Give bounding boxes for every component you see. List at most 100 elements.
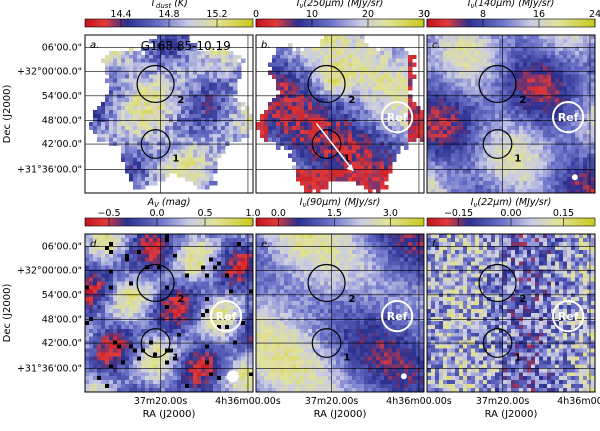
panel-b-cell xyxy=(368,181,373,186)
panel-a-cell xyxy=(157,133,162,139)
panel-b-cell xyxy=(372,82,377,87)
panel-c-cell xyxy=(551,149,556,154)
panel-b-cell xyxy=(376,189,381,194)
panel-c-cell xyxy=(499,98,504,103)
panel-a-cell xyxy=(129,133,134,139)
panel-d-cell xyxy=(113,309,118,314)
panel-c-cell xyxy=(451,189,456,194)
panel-b-cell xyxy=(372,125,377,131)
panel-b-cell xyxy=(416,114,421,119)
panel-c-cell xyxy=(527,161,532,166)
panel-c-cell xyxy=(571,90,576,95)
panel-b-cell xyxy=(376,50,381,56)
panel-b-cell xyxy=(380,102,385,107)
panel-b-cell xyxy=(276,129,281,135)
panel-a-cell xyxy=(193,173,198,178)
panel-b-cell xyxy=(312,46,317,52)
panel-c-cell xyxy=(591,121,596,127)
panel-d-cell xyxy=(241,281,246,286)
panel-c-cell xyxy=(455,70,460,75)
panel-a-cell xyxy=(117,98,122,103)
panel-d-cell xyxy=(165,269,170,274)
panel-a-cell xyxy=(213,74,218,79)
panel-c-cell xyxy=(587,149,592,154)
panel-a-cell xyxy=(205,114,210,119)
panel-b-cell xyxy=(340,169,345,174)
panel-b-cell xyxy=(400,54,405,60)
panel-d-cell xyxy=(133,281,138,286)
panel-a-cell xyxy=(193,86,198,91)
panel-d-cell xyxy=(205,249,210,255)
panel-b-cell xyxy=(352,110,357,115)
panel-c-cell xyxy=(587,129,592,135)
panel-c-cell xyxy=(547,157,552,162)
panel-d-cell xyxy=(209,285,214,290)
panel-c-cell xyxy=(543,86,548,91)
panel-c-cell xyxy=(431,50,436,56)
panel-d-cell xyxy=(233,273,238,278)
panel-b-cell xyxy=(328,98,333,103)
panel-b-cell xyxy=(360,94,365,99)
panel-a-cell xyxy=(117,50,122,56)
panel-c-cell xyxy=(551,66,556,71)
panel-b-cell xyxy=(316,169,321,174)
panel-c-cell xyxy=(447,161,452,166)
panel-b-cell xyxy=(304,94,309,99)
panel-c-cell xyxy=(459,94,464,99)
panel-b-cell xyxy=(332,165,337,170)
panel-d-cell xyxy=(133,261,138,266)
panel-a-cell xyxy=(229,90,234,95)
panel-c-cell xyxy=(491,189,496,194)
panel-c-cell xyxy=(575,46,580,52)
panel-c-cell xyxy=(475,157,480,162)
panel-c-cell xyxy=(507,125,512,131)
panel-b-cell xyxy=(396,149,401,154)
panel-a-cell xyxy=(193,98,198,103)
panel-c-cell xyxy=(451,177,456,182)
panel-c-cell xyxy=(487,54,492,60)
panel-a-cell xyxy=(129,82,134,87)
panel-a-cell xyxy=(209,114,214,119)
panel-c-cell xyxy=(555,94,560,99)
panel-c-cell xyxy=(571,86,576,91)
panel-b-cell xyxy=(332,86,337,91)
panel-b-cell xyxy=(316,161,321,166)
panel-a-cell xyxy=(141,90,146,95)
panel-a-cell xyxy=(141,145,146,150)
panel-d-cell xyxy=(165,273,170,278)
panel-a-cell xyxy=(177,74,182,79)
panel-d-cell xyxy=(133,301,138,306)
panel-a-cell xyxy=(125,149,130,154)
panel-b-cell xyxy=(316,181,321,186)
panel-a-cell xyxy=(117,78,122,83)
panel-d-cell xyxy=(241,305,246,310)
panel-c-cell xyxy=(507,129,512,135)
panel-a-cell xyxy=(113,110,118,115)
panel-a-cell xyxy=(157,157,162,162)
panel-a-cell xyxy=(109,125,114,131)
panel-b-cell xyxy=(288,121,293,127)
panel-d-cell xyxy=(209,257,214,263)
panel-b-cell xyxy=(324,35,329,40)
panel-c-cell xyxy=(443,185,448,190)
panel-c-cell xyxy=(503,74,508,79)
panel-c-cell xyxy=(467,125,472,131)
panel-c-cell xyxy=(507,82,512,87)
panel-b-cell xyxy=(412,137,417,143)
panel-d-cell xyxy=(213,289,218,294)
panel-c-cell xyxy=(567,177,572,182)
panel-b-cell xyxy=(364,70,369,75)
panel-c-cell xyxy=(515,133,520,139)
panel-d-cell xyxy=(189,277,194,282)
panel-a-cell xyxy=(173,54,178,60)
panel-a-cell xyxy=(157,66,162,71)
panel-d-cell xyxy=(121,305,126,310)
panel-a-cell xyxy=(109,110,114,115)
panel-d-cell xyxy=(209,253,214,259)
panel-d-cell xyxy=(229,289,234,294)
panel-d-cell xyxy=(145,293,150,298)
panel-d-cell xyxy=(97,309,102,314)
panel-c-cell xyxy=(479,177,484,182)
panel-c-cell xyxy=(439,185,444,190)
panel-b-cell xyxy=(352,62,357,67)
